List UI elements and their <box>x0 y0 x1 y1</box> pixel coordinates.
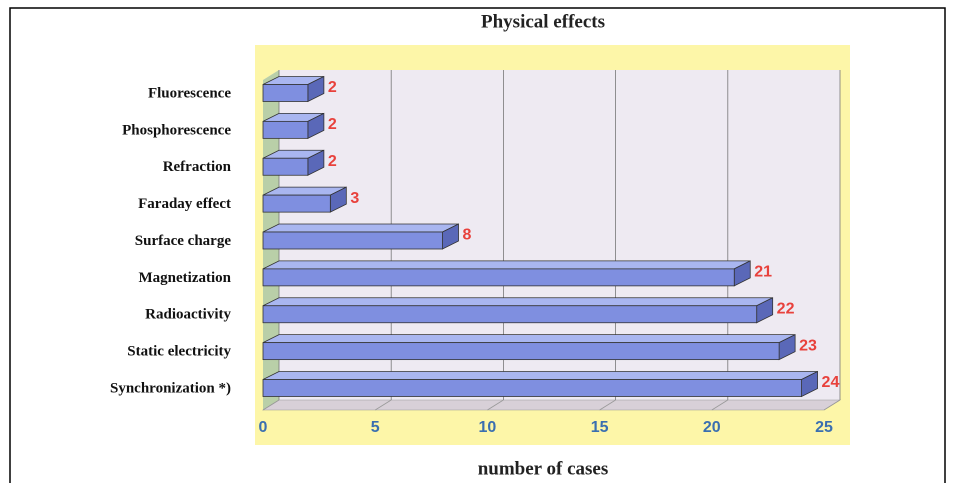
x-tick-label: 15 <box>591 419 609 436</box>
bar <box>262 268 735 287</box>
bar <box>262 84 309 102</box>
y-tick-label: Magnetization <box>139 270 232 286</box>
y-tick-label: Synchronization *) <box>110 380 231 396</box>
tick-mark <box>599 399 616 411</box>
tick-mark <box>262 399 280 411</box>
y-tick-label: Refraction <box>163 159 232 175</box>
floor <box>261 399 842 411</box>
bar-top <box>262 260 751 270</box>
bar-top <box>262 371 818 380</box>
x-tick-label: 25 <box>815 419 833 436</box>
value-label: 24 <box>822 374 840 391</box>
tick-mark <box>823 399 841 411</box>
tick-mark <box>711 399 729 411</box>
x-tick-label: 10 <box>479 419 497 436</box>
bar-top <box>262 297 773 307</box>
value-label: 3 <box>350 190 359 207</box>
bar <box>262 194 331 213</box>
frame <box>9 7 946 483</box>
value-label: 21 <box>754 264 772 281</box>
plot-wall <box>263 70 840 410</box>
x-tick-label: 0 <box>259 419 268 436</box>
bar <box>262 305 758 324</box>
chart-title: Physical effects <box>481 11 605 32</box>
x-tick-label: 20 <box>703 419 721 436</box>
tick-mark <box>487 399 504 411</box>
tick-mark <box>374 399 392 411</box>
y-tick-label: Radioactivity <box>145 307 231 323</box>
bar <box>262 379 802 397</box>
value-label: 23 <box>799 337 817 354</box>
y-tick-label: Fluorescence <box>148 85 231 101</box>
y-tick-label: Static electricity <box>127 344 231 360</box>
bar <box>262 342 780 361</box>
y-tick-label: Phosphorescence <box>122 122 231 138</box>
value-label: 2 <box>328 153 337 170</box>
bar-top <box>262 334 796 344</box>
bar <box>262 120 309 139</box>
value-label: 22 <box>777 300 795 317</box>
bar <box>262 157 309 176</box>
value-label: 2 <box>328 116 337 133</box>
y-tick-label: Faraday effect <box>138 196 231 212</box>
y-tick-label: Surface charge <box>135 233 232 249</box>
x-axis-label: number of cases <box>478 458 609 479</box>
x-tick-label: 5 <box>371 419 380 436</box>
bar-top <box>262 223 459 233</box>
value-label: 2 <box>328 79 337 96</box>
value-label: 8 <box>463 227 472 244</box>
bar <box>262 231 443 250</box>
